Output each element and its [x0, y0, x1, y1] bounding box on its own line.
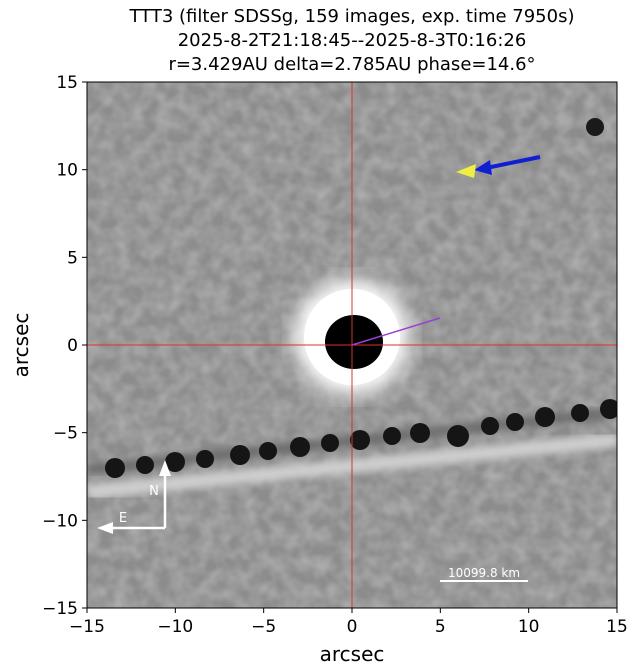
compass [97, 460, 171, 534]
x-tick-label: −15 [69, 617, 105, 637]
title-line: r=3.429AU delta=2.785AU phase=14.6° [168, 54, 535, 75]
x-tick-label: −5 [251, 617, 276, 637]
x-tick-label: 15 [606, 617, 628, 637]
x-tick-label: 0 [347, 617, 358, 637]
y-tick-label: −10 [42, 511, 78, 531]
y-axis-label: arcsec [9, 313, 33, 378]
scale-bar-label: 10099.8 km [448, 566, 520, 580]
sun-arrow [456, 164, 476, 178]
pa-line [351, 317, 441, 346]
x-tick-label: 5 [435, 617, 446, 637]
nucleus [325, 315, 383, 369]
velocity-arrowhead [474, 160, 492, 175]
image: N E 10099.8 km [87, 82, 617, 608]
x-tick-label: 10 [518, 617, 540, 637]
title-line: TTT3 (filter SDSSg, 159 images, exp. tim… [129, 6, 575, 27]
star [586, 118, 604, 136]
title-line: 2025-8-2T21:18:45--2025-8-3T0:16:26 [178, 30, 527, 51]
y-tick-label: 15 [56, 73, 78, 93]
velocity-arrow [485, 155, 541, 170]
y-tick-label: −15 [42, 599, 78, 619]
compass-east: E [119, 511, 127, 526]
y-tick-label: 5 [67, 248, 78, 268]
x-tick-label: −10 [157, 617, 193, 637]
y-tick-label: −5 [53, 424, 78, 444]
y-tick-label: 0 [67, 336, 78, 356]
star-trail [105, 399, 617, 478]
x-axis-label: arcsec [320, 642, 385, 666]
compass-north: N [149, 484, 159, 499]
y-tick-label: 10 [56, 161, 78, 181]
